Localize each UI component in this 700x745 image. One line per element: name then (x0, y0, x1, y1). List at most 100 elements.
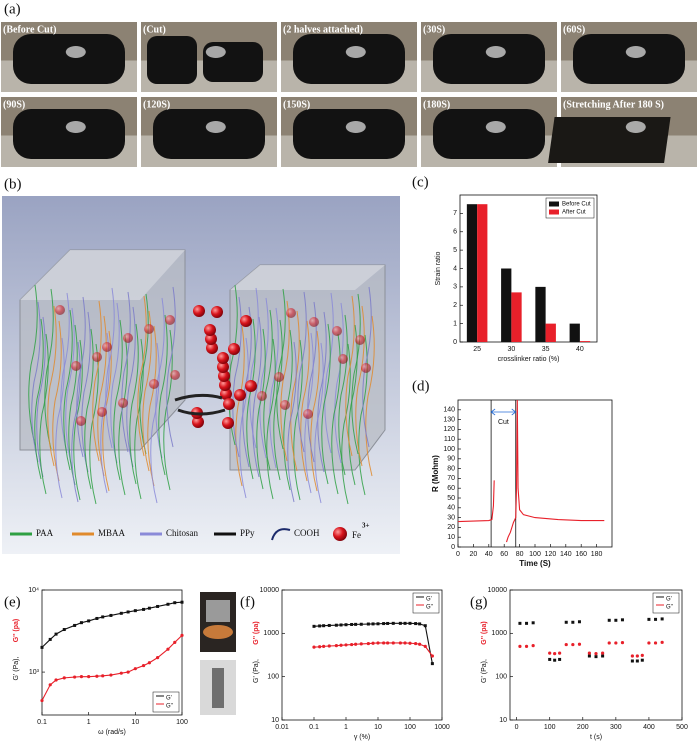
fiber (345, 295, 355, 457)
fiber (129, 323, 139, 485)
data-point (54, 632, 58, 636)
fiber (287, 341, 297, 503)
ion (220, 388, 232, 400)
ion (206, 342, 218, 354)
arrow (174, 393, 223, 402)
ion (219, 379, 231, 391)
y-tick-label: 10 (499, 717, 507, 724)
photo-label: (90S) (3, 99, 25, 110)
y-axis-label: G' (Pa), (481, 659, 488, 683)
data-point (166, 602, 170, 606)
y-tick-label: 100 (443, 446, 455, 453)
data-point (87, 619, 91, 623)
x-tick-label: 20 (470, 551, 478, 558)
data-point (40, 645, 44, 649)
data-point (614, 641, 618, 645)
fiber (97, 315, 107, 477)
data-point (354, 622, 358, 626)
y-tick-label: 140 (443, 407, 455, 414)
gel-cube-top (230, 265, 385, 290)
chart: (c) 0 1 2 3 4 5 6 7 Strain ratio crosslinker ratio… (412, 174, 598, 363)
charts: (c) 0 1 2 3 4 5 6 7 Strain ratio crosslinker ratio… (4, 174, 688, 740)
fiber (142, 310, 152, 472)
y-tick-label: 60 (447, 485, 455, 492)
legend-swatch (333, 527, 347, 541)
y-tick-label: 4 (453, 265, 457, 272)
data-point (577, 642, 582, 646)
photo-detail (203, 625, 233, 639)
data-point (531, 621, 535, 625)
data-point (553, 658, 557, 662)
data-point (141, 663, 146, 668)
panel-label: (a) (4, 1, 21, 17)
gel (153, 109, 265, 159)
fiber (300, 320, 310, 482)
data-point (119, 671, 123, 675)
fiber (276, 288, 286, 450)
y-axis-label: G'' (pa) (481, 621, 488, 645)
data-point (62, 676, 66, 680)
data-point (654, 617, 658, 621)
fiber (324, 292, 334, 454)
y-tick-label: 6 (453, 229, 457, 236)
fiber (242, 306, 252, 468)
x-tick-label: 160 (575, 551, 587, 558)
ion (218, 370, 230, 382)
y-tick-label: 5 (453, 247, 457, 254)
fiber (31, 301, 41, 463)
y-axis-label: R (Mohm) (431, 455, 440, 492)
photo-label: (Before Cut) (3, 24, 56, 35)
data-point (73, 623, 77, 627)
x-tick-label: 400 (643, 724, 655, 731)
y-tick-label: 120 (443, 426, 455, 433)
fiber (283, 329, 293, 491)
ion (222, 417, 234, 429)
data-point (414, 622, 418, 626)
ion (102, 342, 112, 352)
gel (548, 117, 671, 163)
fiber (259, 297, 269, 459)
fiber (355, 305, 365, 467)
data-point (180, 633, 184, 637)
x-axis-label: crosslinker ratio (%) (498, 356, 560, 363)
photo-label: (30S) (423, 24, 445, 35)
data-point (607, 618, 611, 622)
fiber (314, 342, 324, 504)
x-tick-label: 100 (176, 719, 188, 726)
fiber (235, 325, 245, 487)
fiber (105, 287, 115, 449)
plot-frame (457, 399, 613, 548)
x-tick-label: 100 (544, 724, 556, 731)
data-point (95, 674, 99, 678)
fiber (81, 311, 91, 473)
y-tick-label: 50 (447, 495, 455, 502)
data-point (423, 624, 427, 628)
ion (76, 416, 86, 426)
panel-label: (f) (240, 594, 255, 610)
gel (433, 109, 545, 159)
y-tick-label: 130 (443, 416, 455, 423)
chart: (f) 10 100 1000 10000 G'' (pa) G' (Pa), γ (%) 0.… (240, 587, 450, 741)
ion (217, 352, 229, 364)
data-point (359, 622, 363, 626)
fiber (263, 309, 273, 471)
photo-label: (60S) (563, 24, 585, 35)
y-tick-label: 10 (271, 717, 279, 724)
ion (286, 308, 296, 318)
highlight (205, 121, 226, 133)
fiber (246, 318, 256, 480)
data-line (457, 480, 495, 523)
data-point (322, 644, 326, 648)
data-point (318, 624, 322, 628)
fiber (34, 318, 44, 480)
x-tick-label: 1 (87, 719, 91, 726)
panel-label: (d) (412, 378, 430, 394)
data-point (558, 651, 562, 655)
data-point (620, 641, 625, 645)
legend-label: G'' (666, 605, 673, 611)
ion (192, 416, 204, 428)
fiber (290, 310, 300, 472)
x-axis-label: Time (S) (519, 559, 551, 568)
ion (211, 306, 223, 318)
data-point (571, 642, 575, 647)
